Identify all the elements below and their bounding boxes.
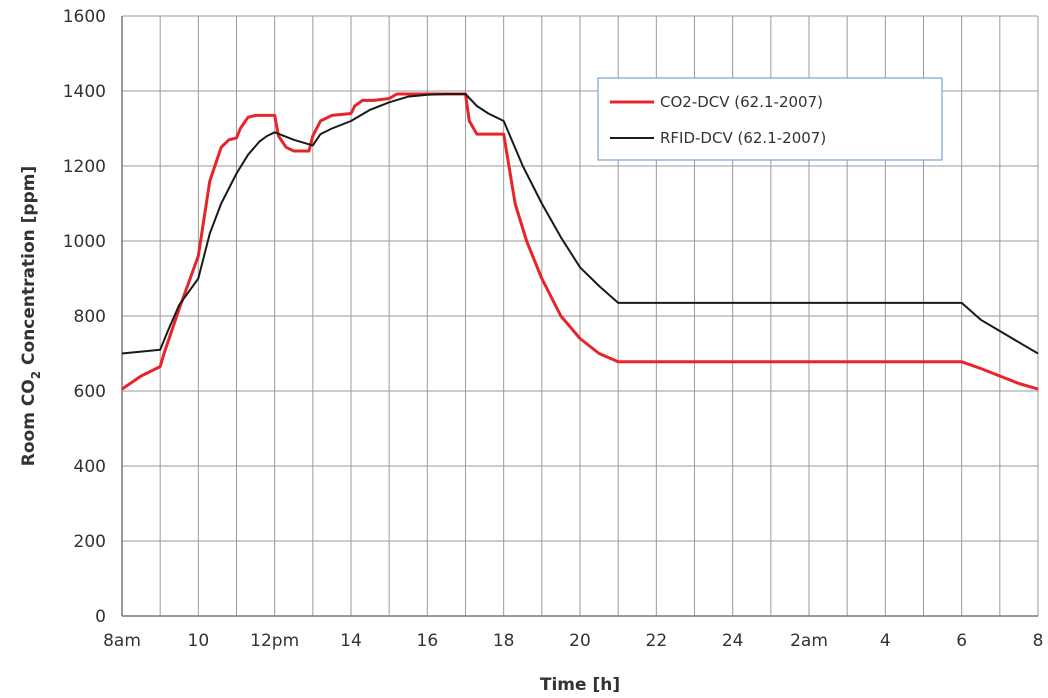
y-tick-label: 800 [74, 307, 106, 327]
y-axis-title-subscript: 2 [29, 371, 43, 379]
x-tick-label: 14 [340, 631, 362, 651]
y-tick-label: 200 [74, 532, 106, 552]
series-lines [121, 92, 1039, 391]
x-tick-label: 16 [417, 631, 439, 651]
legend-label-rfid-dcv: RFID-DCV (62.1-2007) [660, 129, 826, 147]
x-tick-label: 8am [103, 631, 141, 651]
legend-label-co2-dcv: CO2-DCV (62.1-2007) [660, 93, 823, 111]
y-tick-labels: 0 200 400 600 800 1000 1200 1400 1600 [63, 7, 106, 627]
x-tick-label: 4 [880, 631, 891, 651]
x-tick-label: 24 [722, 631, 744, 651]
x-tick-label: 6 [956, 631, 967, 651]
y-tick-label: 1200 [63, 157, 106, 177]
y-axis-title-main: Room CO [19, 379, 39, 466]
x-tick-label: 10 [188, 631, 210, 651]
x-axis-title: Time [h] [540, 675, 620, 695]
legend: CO2-DCV (62.1-2007) RFID-DCV (62.1-2007) [597, 77, 943, 161]
y-axis-title: Room CO2 Concentration [ppm] [19, 166, 43, 467]
x-tick-label: 8 [1033, 631, 1044, 651]
x-tick-label: 2am [790, 631, 828, 651]
series-line-co2-dcv [121, 92, 1039, 391]
x-tick-label: 22 [646, 631, 668, 651]
x-tick-label: 18 [493, 631, 515, 651]
y-tick-label: 1600 [63, 7, 106, 27]
axes [121, 16, 1038, 617]
x-tick-labels: 8am 10 12pm 14 16 18 20 22 24 2am 4 6 8 [103, 631, 1043, 651]
y-tick-label: 400 [74, 457, 106, 477]
x-tick-label: 12pm [250, 631, 299, 651]
y-tick-label: 1000 [63, 232, 106, 252]
y-axis-title-rest: Concentration [ppm] [19, 166, 39, 371]
y-tick-label: 600 [74, 382, 106, 402]
y-tick-label: 1400 [63, 82, 106, 102]
y-tick-label: 0 [95, 607, 106, 627]
legend-box [597, 77, 943, 161]
x-tick-label: 20 [569, 631, 591, 651]
series-line-rfid-dcv [121, 93, 1039, 355]
